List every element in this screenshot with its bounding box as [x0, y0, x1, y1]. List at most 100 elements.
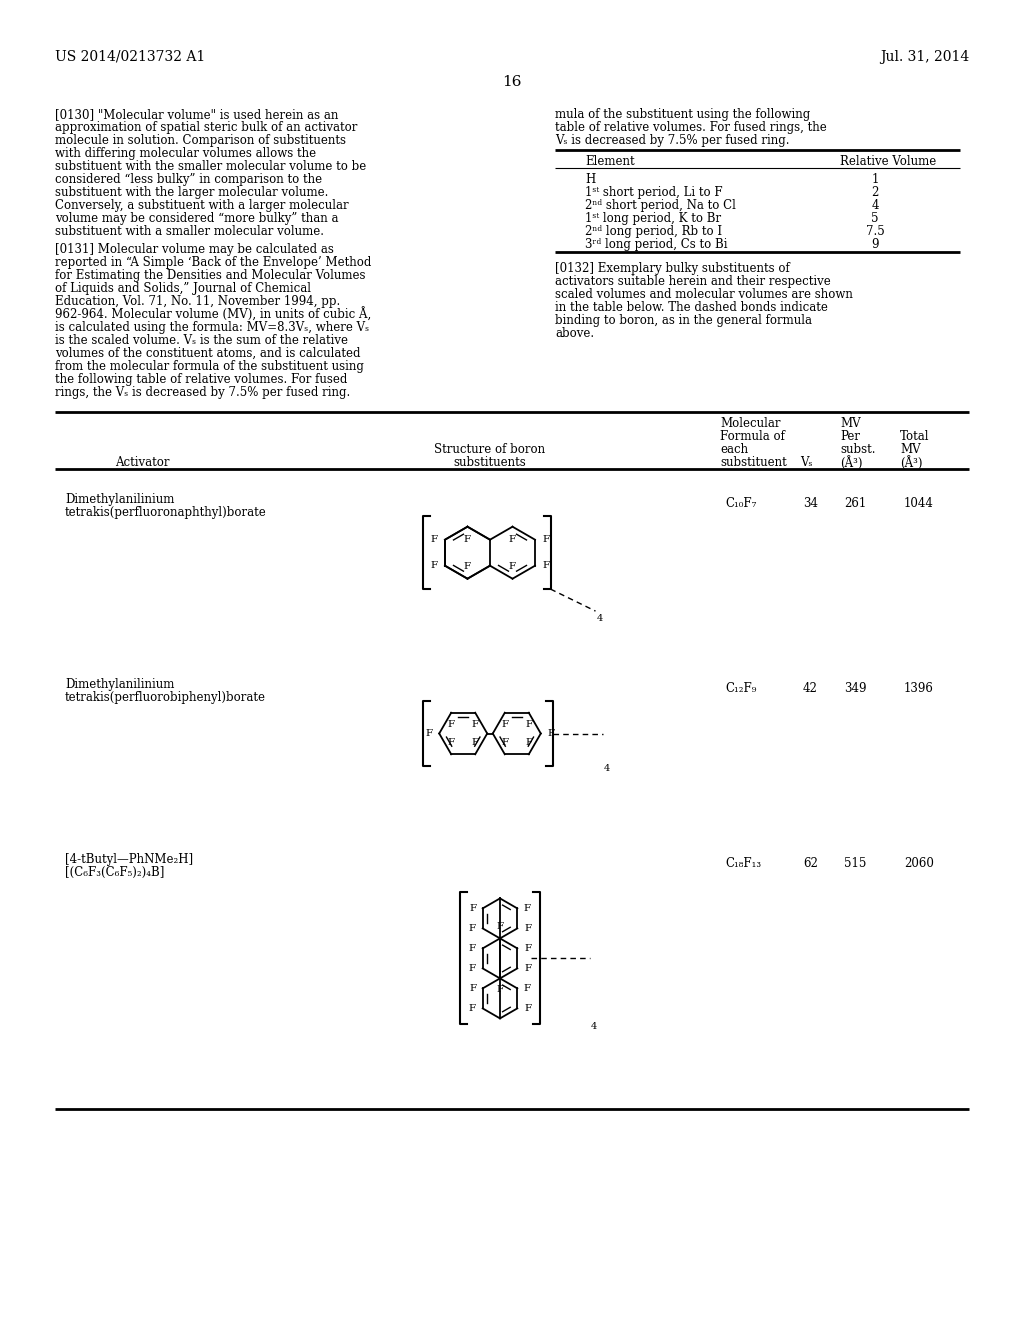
Text: F: F — [472, 719, 479, 729]
Text: F: F — [431, 535, 438, 544]
Text: above.: above. — [555, 327, 594, 341]
Text: binding to boron, as in the general formula: binding to boron, as in the general form… — [555, 314, 812, 327]
Text: 3ʳᵈ long period, Cs to Bi: 3ʳᵈ long period, Cs to Bi — [585, 238, 727, 251]
Text: Vₛ is decreased by 7.5% per fused ring.: Vₛ is decreased by 7.5% per fused ring. — [555, 135, 790, 147]
Text: F: F — [523, 983, 530, 993]
Text: is calculated using the formula: MV=8.3Vₛ, where Vₛ: is calculated using the formula: MV=8.3V… — [55, 321, 369, 334]
Text: from the molecular formula of the substituent using: from the molecular formula of the substi… — [55, 360, 364, 374]
Text: F: F — [469, 1005, 476, 1012]
Text: 9: 9 — [871, 238, 879, 251]
Text: 4: 4 — [591, 1023, 597, 1031]
Text: substituents: substituents — [454, 455, 526, 469]
Text: the following table of relative volumes. For fused: the following table of relative volumes.… — [55, 374, 347, 385]
Text: F: F — [470, 983, 477, 993]
Text: F: F — [548, 729, 555, 738]
Text: F: F — [470, 904, 477, 913]
Text: F: F — [497, 986, 504, 994]
Text: F: F — [524, 964, 531, 973]
Text: [(C₆F₃(C₆F₅)₂)₄B]: [(C₆F₃(C₆F₅)₂)₄B] — [65, 866, 165, 879]
Text: MV: MV — [900, 444, 921, 455]
Text: Molecular: Molecular — [720, 417, 780, 430]
Text: 2060: 2060 — [904, 857, 934, 870]
Text: each: each — [720, 444, 749, 455]
Text: F: F — [469, 964, 476, 973]
Text: F: F — [501, 719, 508, 729]
Text: F: F — [469, 944, 476, 953]
Text: F: F — [523, 904, 530, 913]
Text: 1ˢᵗ short period, Li to F: 1ˢᵗ short period, Li to F — [585, 186, 723, 199]
Text: with differing molecular volumes allows the: with differing molecular volumes allows … — [55, 147, 316, 160]
Text: C₁₈F₁₃: C₁₈F₁₃ — [725, 857, 761, 870]
Text: substituent with a smaller molecular volume.: substituent with a smaller molecular vol… — [55, 224, 324, 238]
Text: [4-tButyl—PhNMe₂H]: [4-tButyl—PhNMe₂H] — [65, 853, 194, 866]
Text: F: F — [497, 923, 504, 932]
Text: molecule in solution. Comparison of substituents: molecule in solution. Comparison of subs… — [55, 135, 346, 147]
Text: F: F — [509, 535, 516, 544]
Text: substituent with the larger molecular volume.: substituent with the larger molecular vo… — [55, 186, 329, 199]
Text: volumes of the constituent atoms, and is calculated: volumes of the constituent atoms, and is… — [55, 347, 360, 360]
Text: C₁₂F₉: C₁₂F₉ — [725, 682, 757, 696]
Text: for Estimating the Densities and Molecular Volumes: for Estimating the Densities and Molecul… — [55, 269, 366, 282]
Text: approximation of spatial steric bulk of an activator: approximation of spatial steric bulk of … — [55, 121, 357, 135]
Text: 1396: 1396 — [904, 682, 934, 696]
Text: is the scaled volume. Vₛ is the sum of the relative: is the scaled volume. Vₛ is the sum of t… — [55, 334, 348, 347]
Text: 62: 62 — [803, 857, 818, 870]
Text: Per: Per — [840, 430, 860, 444]
Text: reported in “A Simple ‘Back of the Envelope’ Method: reported in “A Simple ‘Back of the Envel… — [55, 256, 372, 269]
Text: [0131] Molecular volume may be calculated as: [0131] Molecular volume may be calculate… — [55, 243, 334, 256]
Text: (Å³): (Å³) — [840, 455, 862, 470]
Text: Structure of boron: Structure of boron — [434, 444, 546, 455]
Text: Relative Volume: Relative Volume — [840, 154, 936, 168]
Text: Dimethylanilinium: Dimethylanilinium — [65, 492, 174, 506]
Text: Formula of: Formula of — [720, 430, 784, 444]
Text: F: F — [447, 719, 455, 729]
Text: 261: 261 — [844, 498, 866, 510]
Text: Vₛ: Vₛ — [800, 455, 812, 469]
Text: 4: 4 — [597, 614, 603, 623]
Text: 16: 16 — [502, 75, 522, 88]
Text: 1ˢᵗ long period, K to Br: 1ˢᵗ long period, K to Br — [585, 213, 721, 224]
Text: Jul. 31, 2014: Jul. 31, 2014 — [880, 50, 969, 63]
Text: tetrakis(perfluorobiphenyl)borate: tetrakis(perfluorobiphenyl)borate — [65, 690, 266, 704]
Text: tetrakis(perfluoronaphthyl)borate: tetrakis(perfluoronaphthyl)borate — [65, 506, 266, 519]
Text: F: F — [464, 535, 471, 544]
Text: (Å³): (Å³) — [900, 455, 923, 470]
Text: F: F — [524, 1005, 531, 1012]
Text: [0132] Exemplary bulky substituents of: [0132] Exemplary bulky substituents of — [555, 261, 790, 275]
Text: Conversely, a substituent with a larger molecular: Conversely, a substituent with a larger … — [55, 199, 348, 213]
Text: Dimethylanilinium: Dimethylanilinium — [65, 678, 174, 690]
Text: table of relative volumes. For fused rings, the: table of relative volumes. For fused rin… — [555, 121, 826, 135]
Text: 4: 4 — [871, 199, 879, 213]
Text: scaled volumes and molecular volumes are shown: scaled volumes and molecular volumes are… — [555, 288, 853, 301]
Text: 2ⁿᵈ short period, Na to Cl: 2ⁿᵈ short period, Na to Cl — [585, 199, 736, 213]
Text: F: F — [464, 562, 471, 570]
Text: MV: MV — [840, 417, 860, 430]
Text: [0130] "Molecular volume" is used herein as an: [0130] "Molecular volume" is used herein… — [55, 108, 338, 121]
Text: 2ⁿᵈ long period, Rb to I: 2ⁿᵈ long period, Rb to I — [585, 224, 722, 238]
Text: Education, Vol. 71, No. 11, November 1994, pp.: Education, Vol. 71, No. 11, November 199… — [55, 294, 340, 308]
Text: US 2014/0213732 A1: US 2014/0213732 A1 — [55, 50, 205, 63]
Text: 7.5: 7.5 — [865, 224, 885, 238]
Text: F: F — [469, 924, 476, 933]
Text: 34: 34 — [803, 498, 818, 510]
Text: 2: 2 — [871, 186, 879, 199]
Text: 1: 1 — [871, 173, 879, 186]
Text: C₁₀F₇: C₁₀F₇ — [725, 498, 757, 510]
Text: in the table below. The dashed bonds indicate: in the table below. The dashed bonds ind… — [555, 301, 827, 314]
Text: 349: 349 — [844, 682, 866, 696]
Text: substituent: substituent — [720, 455, 786, 469]
Text: considered “less bulky” in comparison to the: considered “less bulky” in comparison to… — [55, 173, 323, 186]
Text: Activator: Activator — [115, 455, 170, 469]
Text: Element: Element — [585, 154, 635, 168]
Text: activators suitable herein and their respective: activators suitable herein and their res… — [555, 275, 830, 288]
Text: 962-964. Molecular volume (MV), in units of cubic Å,: 962-964. Molecular volume (MV), in units… — [55, 308, 372, 322]
Text: F: F — [524, 924, 531, 933]
Text: volume may be considered “more bulky” than a: volume may be considered “more bulky” th… — [55, 213, 339, 224]
Text: F: F — [524, 944, 531, 953]
Text: of Liquids and Solids,” Journal of Chemical: of Liquids and Solids,” Journal of Chemi… — [55, 282, 311, 294]
Text: 515: 515 — [844, 857, 866, 870]
Text: F: F — [542, 535, 549, 544]
Text: 5: 5 — [871, 213, 879, 224]
Text: H: H — [585, 173, 595, 186]
Text: F: F — [509, 562, 516, 570]
